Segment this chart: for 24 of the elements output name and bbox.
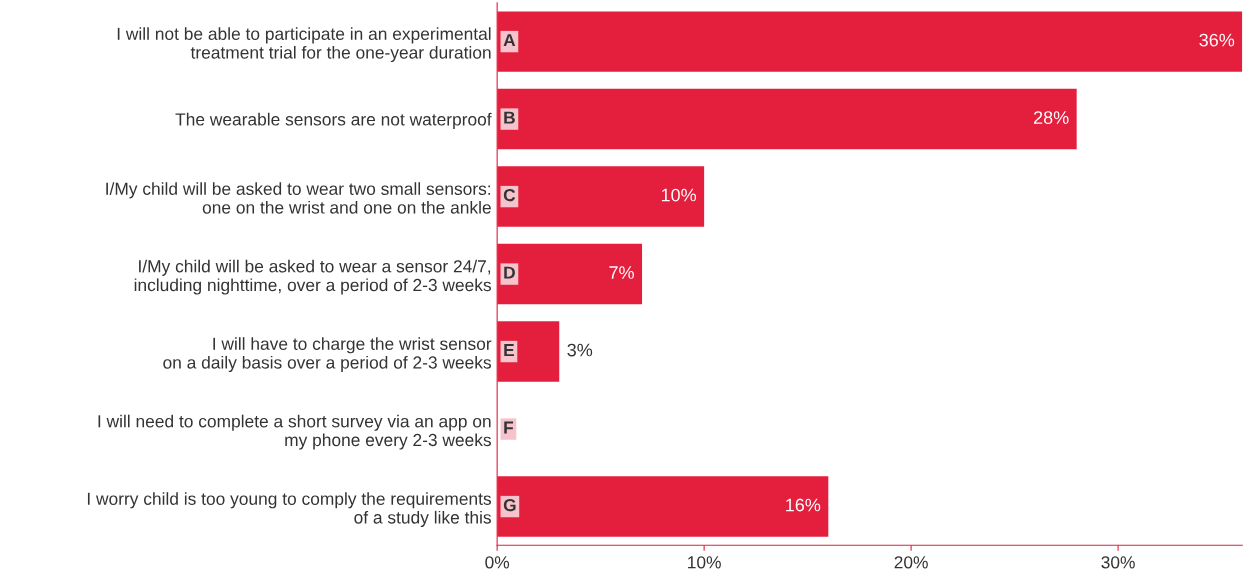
annotation: E [504,344,515,357]
data-label: 7% [609,266,634,279]
y-tick-label: I will need to complete a short survey via an app on my phone every 2-3 weeks [98,414,491,450]
y-tick-label: I will not be able to participate in an experimental treatment trial for the one-year duration [117,27,491,63]
y-tick-label: The wearable sensors are not waterproof [175,112,492,129]
annotation: A [503,34,516,47]
annotation: F [504,421,514,434]
data-label: 10% [661,188,697,202]
x-tick-label: 10% [688,556,721,569]
y-tick-label: I/My child will be asked to wear a sensor 24/7, including nighttime, over a period of 2-3 weeks [134,259,491,295]
annotation: G [503,498,516,512]
y-tick-label: I will have to charge the wrist sensor on a daily basis over a period of 2-3 weeks [163,337,492,373]
annotation: D [504,266,515,279]
data-label: 16% [786,498,821,512]
annotation: B [504,111,515,124]
x-tick-label: 30% [1101,556,1135,569]
data-label: 36% [1199,33,1235,47]
data-label: 3% [567,343,593,357]
y-tick-label: I/My child will be asked to wear two small sensors: one on the wrist and one on the ankle [106,182,491,214]
x-tick-label: 20% [894,556,928,569]
y-tick-label: I worry child is too young to comply the requirements of a study like this [87,492,491,528]
data-label: 28% [1034,111,1069,124]
annotation: C [503,188,516,202]
x-tick-label: 0% [485,556,510,569]
